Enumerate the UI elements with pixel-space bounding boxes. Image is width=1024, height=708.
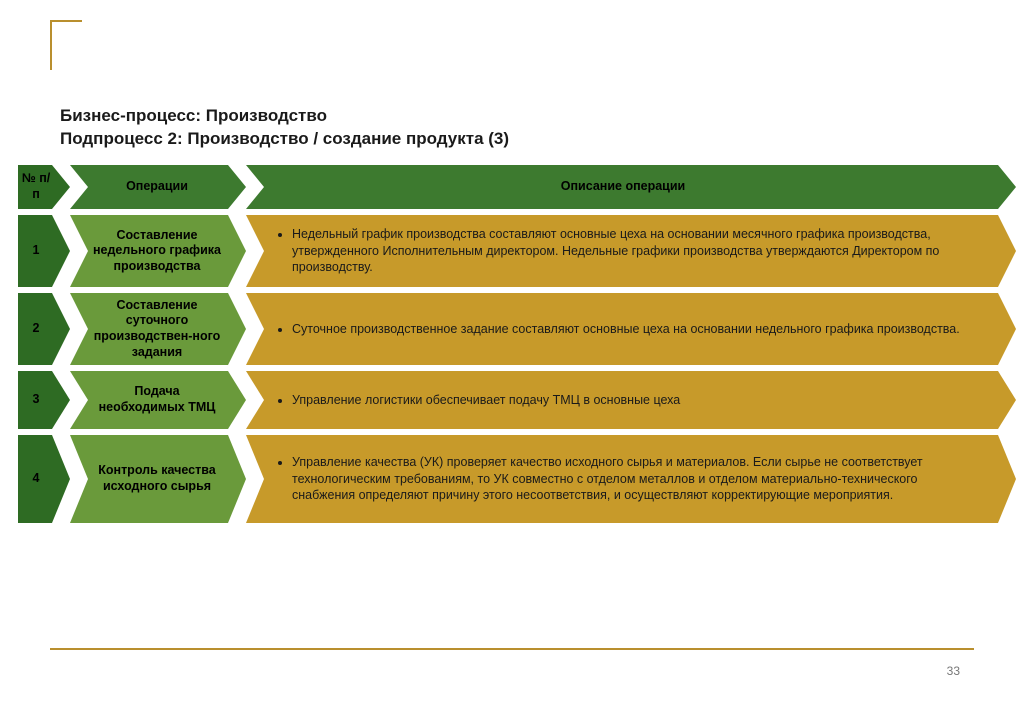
table-row: 2Составление суточного производствен-ног… [18, 293, 1010, 365]
row-operation: Составление суточного производствен-ного… [70, 293, 228, 365]
header-desc-label: Описание операции [561, 179, 685, 195]
header-desc: Описание операции [246, 165, 998, 209]
table-header-row: № п/п Операции Описание операции [18, 165, 1010, 209]
row-description-text: Управление логистики обеспечивает подачу… [292, 392, 680, 409]
table-row: 1Составление недельного графика производ… [18, 215, 1010, 287]
table-row: 4Контроль качества исходного сырья Управл… [18, 435, 1010, 523]
row-operation: Подача необходимых ТМЦ [70, 371, 228, 429]
title-line-2: Подпроцесс 2: Производство / создание пр… [60, 128, 509, 151]
process-table: № п/п Операции Описание операции 1Состав… [18, 165, 1010, 529]
row-description-text: Суточное производственное задание состав… [292, 321, 960, 338]
slide-title: Бизнес-процесс: Производство Подпроцесс … [60, 105, 509, 151]
row-description-text: Недельный график производства составляют… [292, 226, 970, 277]
table-row: 3 Подача необходимых ТМЦ Управление логист… [18, 371, 1010, 429]
page-number: 33 [947, 664, 960, 678]
header-op-label: Операции [126, 179, 188, 195]
row-num: 3 [18, 371, 52, 429]
row-description: Недельный график производства составляют… [246, 215, 998, 287]
footer-divider [50, 648, 974, 650]
row-description-text: Управление качества (УК) проверяет качес… [292, 454, 970, 505]
row-description: Управление качества (УК) проверяет качес… [246, 435, 998, 523]
row-num: 4 [18, 435, 52, 523]
row-num: 2 [18, 293, 52, 365]
header-num-label: № п/п [20, 171, 52, 202]
corner-bracket-decor [50, 20, 82, 70]
header-num: № п/п [18, 165, 52, 209]
row-num: 1 [18, 215, 52, 287]
row-description: Суточное производственное задание состав… [246, 293, 998, 365]
header-op: Операции [70, 165, 228, 209]
title-line-1: Бизнес-процесс: Производство [60, 105, 509, 128]
row-operation: Составление недельного графика производс… [70, 215, 228, 287]
row-operation: Контроль качества исходного сырья [70, 435, 228, 523]
row-description: Управление логистики обеспечивает подачу… [246, 371, 998, 429]
